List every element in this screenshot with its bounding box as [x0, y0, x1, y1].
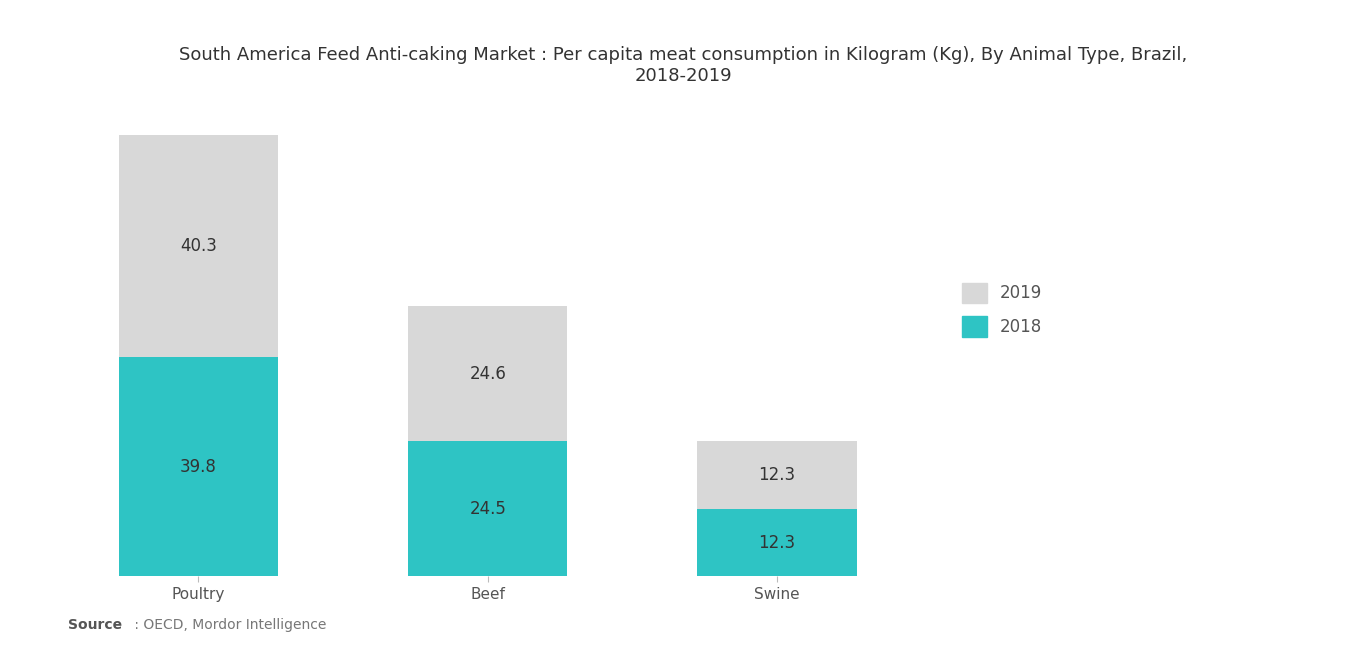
Bar: [119, 135, 279, 357]
Text: 12.3: 12.3: [758, 466, 795, 484]
Text: 40.3: 40.3: [180, 237, 217, 255]
Bar: [408, 441, 567, 576]
Legend: 2019, 2018: 2019, 2018: [962, 283, 1042, 337]
Text: : OECD, Mordor Intelligence: : OECD, Mordor Intelligence: [130, 618, 326, 632]
Bar: [408, 306, 567, 441]
Text: 24.5: 24.5: [470, 500, 507, 518]
Bar: [698, 441, 856, 509]
Text: 24.6: 24.6: [470, 365, 507, 383]
Bar: [119, 357, 279, 576]
Text: Source: Source: [68, 618, 123, 632]
Bar: [698, 509, 856, 576]
Text: 39.8: 39.8: [180, 458, 217, 476]
Text: South America Feed Anti-caking Market : Per capita meat consumption in Kilogram : South America Feed Anti-caking Market : …: [179, 46, 1187, 84]
Text: 12.3: 12.3: [758, 534, 795, 552]
